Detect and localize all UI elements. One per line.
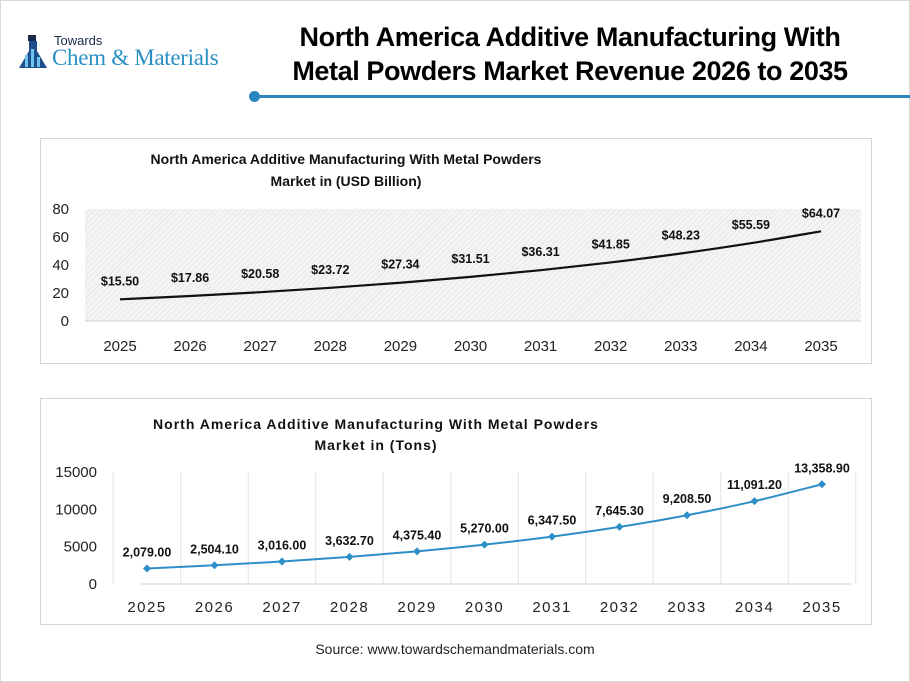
x-tick-label: 2029 bbox=[397, 599, 436, 616]
y-tick-label: 20 bbox=[52, 285, 69, 302]
data-label: 13,358.90 bbox=[794, 461, 850, 475]
data-point-marker bbox=[210, 561, 219, 570]
series-line bbox=[119, 230, 822, 301]
data-point-marker bbox=[750, 497, 759, 506]
data-label: 3,016.00 bbox=[258, 538, 307, 552]
data-point-marker bbox=[615, 522, 624, 531]
y-tick-label: 10000 bbox=[55, 501, 97, 518]
x-tick-label: 2034 bbox=[735, 599, 774, 616]
logo-text-main: Chem & Materials bbox=[52, 45, 219, 70]
data-label: $15.50 bbox=[101, 274, 139, 288]
data-label: $36.31 bbox=[521, 245, 559, 259]
revenue-line-chart: North America Additive Manufacturing Wit… bbox=[52, 151, 861, 355]
chart-title-line2: Market in (Tons) bbox=[314, 437, 437, 453]
x-tick-label: 2030 bbox=[465, 599, 504, 616]
data-label: 3,632.70 bbox=[325, 534, 374, 548]
page-title-line2: Metal Powders Market Revenue 2026 to 203… bbox=[292, 56, 848, 86]
data-label: 11,091.20 bbox=[727, 478, 782, 492]
x-tick-label: 2034 bbox=[734, 338, 767, 355]
y-tick-label: 40 bbox=[52, 257, 69, 274]
x-tick-label: 2032 bbox=[594, 338, 627, 355]
y-tick-label: 80 bbox=[52, 201, 69, 218]
data-label: $64.07 bbox=[802, 206, 840, 220]
flask-logo-icon bbox=[19, 35, 47, 68]
chart-title-line1: North America Additive Manufacturing Wit… bbox=[151, 151, 542, 167]
logo-text-top: Towards bbox=[54, 33, 103, 48]
x-tick-label: 2031 bbox=[524, 338, 557, 355]
data-point-marker bbox=[548, 532, 556, 541]
data-label: $41.85 bbox=[592, 237, 630, 251]
y-tick-label: 5000 bbox=[64, 539, 97, 556]
data-label: 5,270.00 bbox=[460, 522, 509, 536]
data-label: $48.23 bbox=[662, 228, 700, 242]
x-tick-label: 2025 bbox=[103, 338, 136, 355]
x-tick-label: 2035 bbox=[802, 599, 841, 616]
x-tick-label: 2028 bbox=[314, 338, 347, 355]
x-tick-label: 2032 bbox=[600, 599, 639, 616]
data-label: $23.72 bbox=[311, 263, 349, 277]
data-point-marker bbox=[143, 564, 151, 573]
source-note: Source: www.towardschemandmaterials.com bbox=[315, 641, 595, 657]
page-title: North America Additive Manufacturing Wit… bbox=[250, 20, 890, 88]
data-label: 6,347.50 bbox=[528, 514, 577, 528]
data-point-marker bbox=[345, 552, 354, 561]
data-point-marker bbox=[413, 547, 421, 556]
data-point-marker bbox=[683, 511, 691, 520]
x-tick-label: 2028 bbox=[330, 599, 369, 616]
chart-panel-volume: North America Additive Manufacturing Wit… bbox=[40, 398, 872, 625]
data-label: $20.58 bbox=[241, 267, 279, 281]
data-label: 4,375.40 bbox=[393, 528, 442, 542]
title-underline bbox=[255, 95, 910, 98]
logo: Towards Chem & Materials bbox=[16, 33, 246, 73]
chart-panel-revenue: North America Additive Manufacturing Wit… bbox=[40, 138, 872, 364]
volume-line-chart: North America Additive Manufacturing Wit… bbox=[55, 416, 857, 616]
y-tick-label: 60 bbox=[52, 229, 69, 246]
title-underline-dot bbox=[249, 91, 260, 102]
y-tick-label: 15000 bbox=[55, 464, 97, 481]
data-label: 9,208.50 bbox=[663, 492, 712, 506]
x-tick-label: 2026 bbox=[195, 599, 234, 616]
x-tick-label: 2027 bbox=[244, 338, 277, 355]
data-point-marker bbox=[480, 540, 489, 549]
x-tick-label: 2035 bbox=[804, 338, 837, 355]
y-tick-label: 0 bbox=[61, 313, 69, 330]
data-point-marker bbox=[278, 557, 286, 566]
y-tick-label: 0 bbox=[89, 576, 97, 593]
x-tick-label: 2026 bbox=[173, 338, 206, 355]
chart-title-line2: Market in (USD Billion) bbox=[271, 173, 422, 189]
x-tick-label: 2033 bbox=[664, 338, 697, 355]
plot-area bbox=[85, 209, 861, 321]
data-point-marker bbox=[818, 480, 826, 489]
chart-title-line1: North America Additive Manufacturing Wit… bbox=[153, 416, 599, 432]
data-label: $17.86 bbox=[171, 271, 209, 285]
data-label: 2,079.00 bbox=[123, 545, 172, 559]
x-tick-label: 2029 bbox=[384, 338, 417, 355]
x-tick-label: 2031 bbox=[532, 599, 571, 616]
data-label: 2,504.10 bbox=[190, 542, 239, 556]
x-tick-label: 2025 bbox=[127, 599, 166, 616]
data-label: 7,645.30 bbox=[595, 504, 644, 518]
data-label: $31.51 bbox=[451, 252, 489, 266]
x-tick-label: 2030 bbox=[454, 338, 487, 355]
x-tick-label: 2033 bbox=[667, 599, 706, 616]
x-tick-label: 2027 bbox=[262, 599, 301, 616]
data-label: $27.34 bbox=[381, 258, 419, 272]
page-title-line1: North America Additive Manufacturing Wit… bbox=[299, 22, 841, 52]
data-label: $55.59 bbox=[732, 218, 770, 232]
